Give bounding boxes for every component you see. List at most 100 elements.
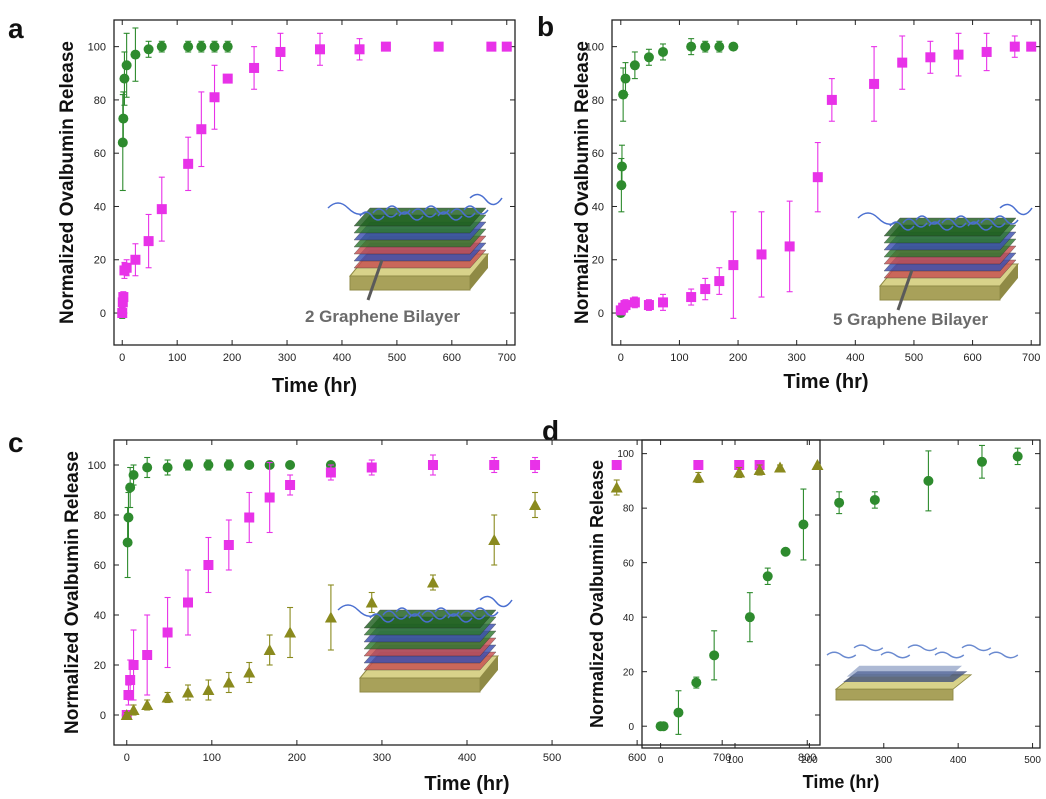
data-point-circle — [976, 456, 987, 467]
data-point-square — [118, 292, 129, 303]
protein-strand — [993, 215, 1019, 225]
y-tick-label: 60 — [623, 558, 635, 569]
data-point-circle — [209, 41, 220, 52]
data-point-circle — [714, 41, 725, 52]
data-point-triangle — [488, 534, 501, 545]
data-point-circle — [244, 460, 255, 470]
x-tick-label: 500 — [388, 352, 406, 364]
substrate-front — [835, 688, 954, 701]
panel-letter-d: d — [542, 415, 559, 446]
data-point-square — [530, 460, 541, 470]
data-point-circle — [686, 41, 697, 52]
x-axis-title: Time (hr) — [272, 375, 357, 397]
x-axis-title: Time (hr) — [424, 773, 509, 795]
data-point-square — [629, 297, 640, 308]
data-point-triangle — [426, 576, 439, 588]
x-tick-label: 0 — [658, 755, 664, 766]
protein-strand — [372, 208, 398, 218]
x-tick-label: 400 — [950, 755, 967, 766]
data-point-circle — [123, 512, 134, 523]
y-tick-label: 100 — [88, 460, 106, 472]
data-point-square — [285, 480, 296, 490]
data-point-circle — [834, 497, 845, 508]
data-point-square — [380, 41, 391, 52]
data-point-square — [620, 300, 631, 311]
data-point-circle — [616, 161, 627, 172]
x-tick-label: 200 — [729, 352, 747, 364]
data-point-square — [117, 308, 128, 319]
x-tick-label: 700 — [713, 752, 731, 764]
y-tick-label: 80 — [623, 504, 635, 515]
data-point-square — [658, 297, 669, 308]
protein-strand — [961, 644, 992, 652]
film-layer — [363, 609, 497, 629]
protein-strand — [954, 215, 980, 225]
graphene-stack-illustration — [327, 193, 503, 301]
x-tick-label: 100 — [727, 755, 744, 766]
x-tick-label: 100 — [670, 352, 688, 364]
protein-strand — [857, 212, 897, 225]
inset-annotation: 2 Graphene Bilayer — [305, 307, 460, 326]
x-tick-label: 500 — [905, 352, 923, 364]
y-tick-label: 60 — [592, 148, 604, 160]
series-circle — [117, 27, 233, 319]
series-circle — [121, 456, 336, 720]
protein-strand — [941, 218, 967, 228]
data-point-circle — [156, 41, 167, 52]
data-point-triangle — [753, 464, 766, 475]
protein-strand — [473, 607, 499, 617]
film-layer — [883, 217, 1017, 237]
x-tick-label: 0 — [124, 752, 130, 764]
data-point-square — [693, 460, 704, 470]
data-point-square — [826, 94, 837, 105]
protein-strand — [479, 595, 513, 608]
plot-frame — [641, 439, 1041, 749]
data-point-triangle — [202, 684, 215, 695]
data-point-triangle — [222, 676, 235, 688]
series-square — [117, 32, 512, 319]
data-point-square — [244, 512, 255, 523]
x-tick-label: 300 — [875, 755, 892, 766]
data-point-circle — [1012, 451, 1023, 462]
substrate-front — [879, 285, 1001, 301]
data-point-circle — [744, 612, 755, 623]
data-point-circle — [130, 49, 141, 60]
data-point-square — [264, 492, 275, 503]
data-point-square — [209, 92, 220, 103]
x-tick-label: 500 — [1024, 755, 1041, 766]
y-tick-label: 20 — [94, 255, 106, 267]
data-point-square — [953, 49, 964, 60]
substrate-side — [480, 656, 498, 692]
data-point-square — [489, 460, 500, 470]
protein-strand — [934, 651, 965, 659]
x-tick-label: 300 — [278, 352, 296, 364]
data-point-triangle — [182, 686, 195, 698]
y-tick-label: 80 — [592, 95, 604, 107]
protein-strand — [398, 211, 424, 221]
data-point-circle — [121, 60, 132, 71]
x-tick-label: 600 — [443, 352, 461, 364]
y-tick-label: 0 — [100, 308, 106, 320]
protein-strand — [463, 205, 489, 215]
x-axis-title: Time (hr) — [783, 371, 868, 393]
substrate-side — [1000, 264, 1018, 300]
protein-strand — [460, 610, 486, 620]
inset-annotation: 5 Graphene Bilayer — [833, 310, 988, 329]
protein-strand — [382, 610, 408, 620]
protein-strand — [880, 651, 911, 659]
y-axis-title: Normalized Ovalbumin Release — [57, 41, 78, 324]
series-square — [615, 32, 1037, 319]
protein-strand — [385, 205, 411, 215]
x-tick-label: 0 — [119, 352, 125, 364]
data-point-square — [162, 627, 173, 638]
data-point-circle — [700, 41, 711, 52]
data-point-circle — [658, 46, 669, 57]
data-point-triangle — [774, 461, 787, 473]
data-point-square — [756, 249, 767, 260]
data-point-triangle — [365, 596, 378, 608]
data-point-circle — [183, 460, 194, 470]
y-tick-label: 100 — [617, 449, 634, 460]
y-tick-label: 40 — [623, 613, 635, 624]
data-point-triangle — [263, 644, 276, 655]
data-point-square — [203, 560, 214, 570]
